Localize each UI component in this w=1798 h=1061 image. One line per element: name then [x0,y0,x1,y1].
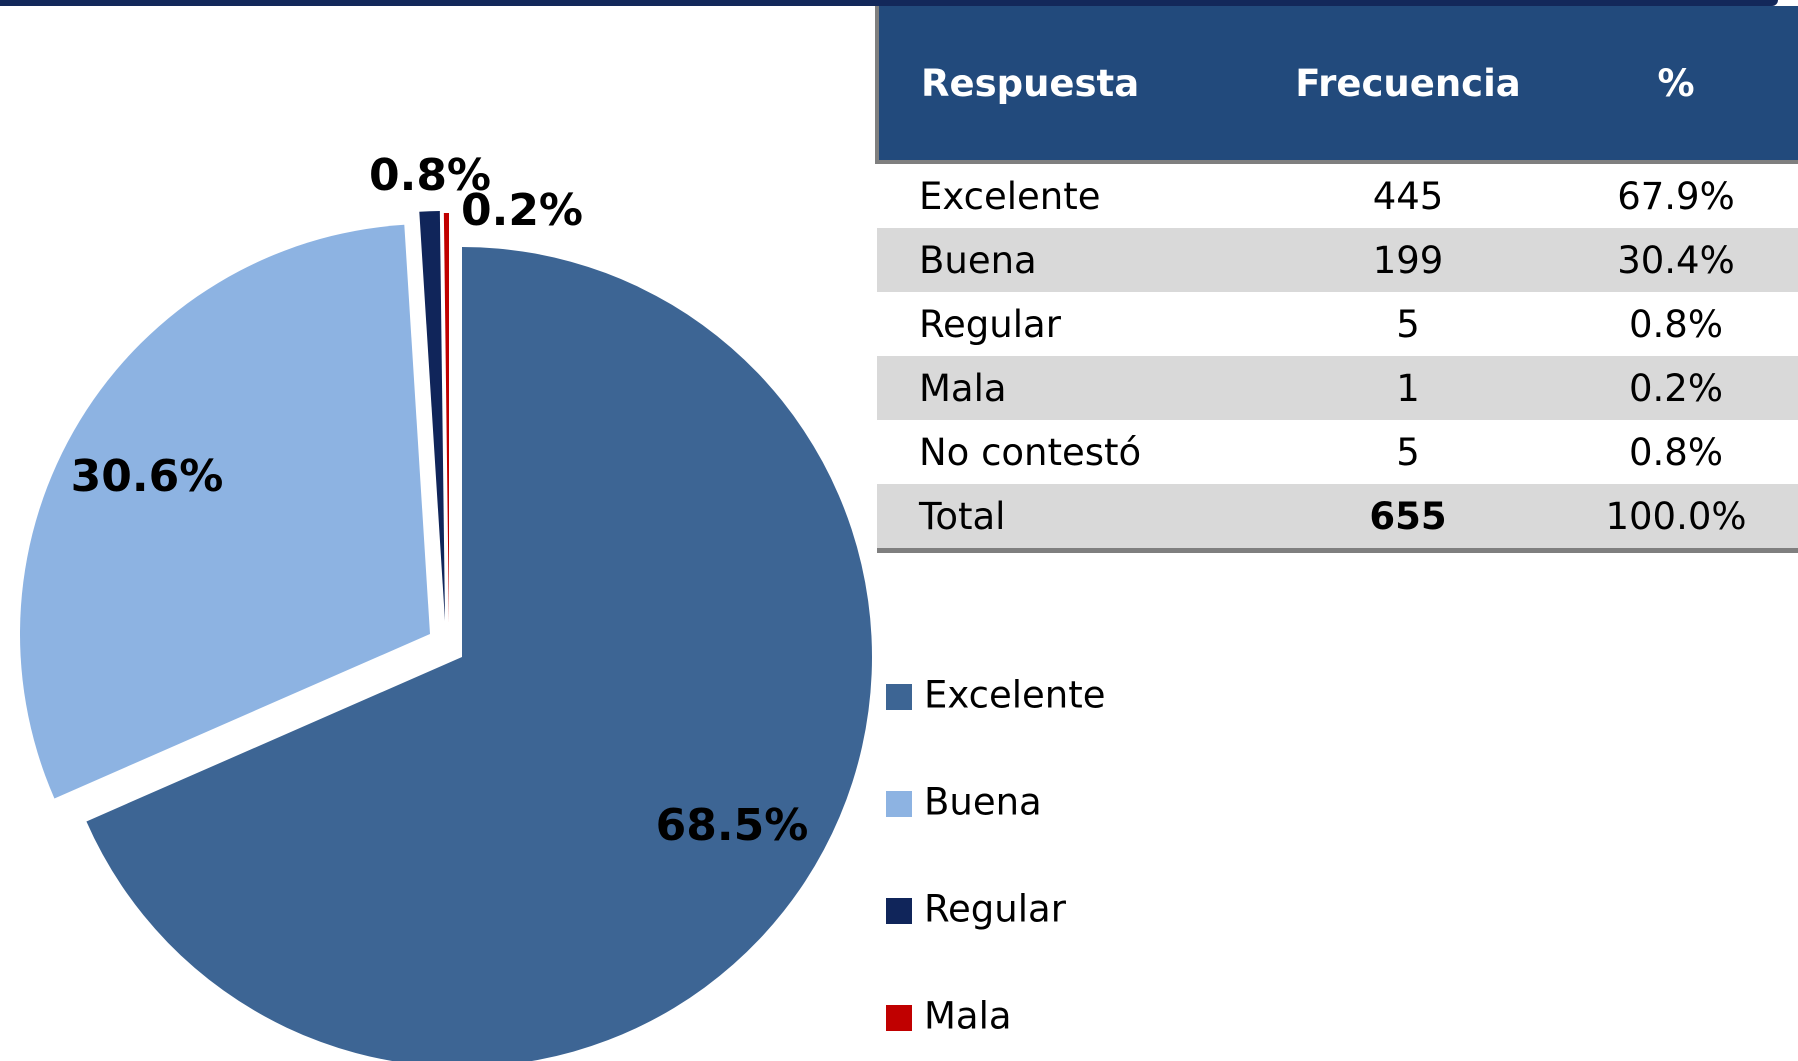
table-row: Regular 5 0.8% [877,292,1798,356]
legend-label: Regular [924,888,1067,931]
table-cell: Excelente [919,174,1101,218]
legend-swatch [886,1005,912,1031]
legend-swatch [886,684,912,710]
table-cell: No contestó [919,430,1142,474]
legend-label: Mala [924,995,1012,1038]
top-bar [0,0,1778,6]
table-cell: 67.9% [1617,174,1735,218]
table-cell: 0.8% [1629,430,1723,474]
pie-slice [419,211,445,622]
table-cell: Buena [877,228,1262,292]
table-cell: 0.2% [1554,356,1798,420]
table-cell: 5 [1396,302,1420,346]
legend-label: Excelente [924,674,1106,717]
table-row: Excelente 445 67.9% [877,162,1798,228]
data-table: Respuesta Frecuencia% Excelente 445 67.9% Bue… [875,6,1798,553]
table-cell: 5 [1396,430,1420,474]
table-cell: 1 [1262,356,1554,420]
header-cell: % [1554,6,1798,164]
header-cell: Respuesta [875,6,1262,164]
data-label: 30.6% [71,451,224,502]
header-row: Respuesta Frecuencia% [875,6,1798,164]
header-cell: Frecuencia [1262,6,1554,164]
legend-swatch [886,898,912,924]
pie-slice [86,247,872,1061]
table-cell: 199 [1262,228,1554,292]
data-label: 68.5% [656,800,809,851]
table-cell: 0.8% [1629,302,1723,346]
table-cell: Regular [919,302,1061,346]
legend-swatch [886,791,912,817]
table-cell: Total [877,484,1262,553]
table-cell: 655 [1262,484,1554,553]
table-cell: 30.4% [1554,228,1798,292]
table-cell: 445 [1372,174,1444,218]
table-cell: Mala [877,356,1262,420]
data-label: 0.2% [461,185,583,236]
pie-slice [443,213,449,623]
table-row: Mala 1 0.2% [877,356,1798,420]
table-row: No contestó 5 0.8% [877,420,1798,484]
pie-slice [19,224,430,799]
table-cell: 100.0% [1554,484,1798,553]
table-row: Buena 199 30.4% [877,228,1798,292]
legend-label: Buena [924,781,1042,824]
data-label: 0.8% [369,150,491,201]
table-row: Total 655 100.0% [877,484,1798,553]
